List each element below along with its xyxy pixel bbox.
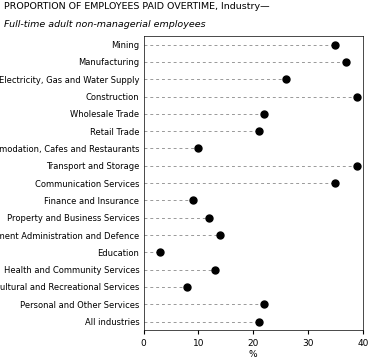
- Point: [212, 267, 218, 272]
- Point: [283, 76, 289, 82]
- Point: [256, 128, 262, 134]
- Point: [256, 319, 262, 325]
- Point: [333, 42, 339, 47]
- Point: [195, 146, 201, 151]
- Point: [184, 284, 191, 290]
- Text: Full-time adult non-managerial employees: Full-time adult non-managerial employees: [4, 20, 205, 29]
- Point: [343, 59, 349, 65]
- Point: [333, 180, 339, 186]
- Point: [354, 163, 360, 169]
- Point: [217, 232, 223, 238]
- Point: [206, 215, 212, 220]
- Point: [190, 197, 196, 203]
- Point: [354, 94, 360, 99]
- Point: [261, 302, 267, 307]
- Text: PROPORTION OF EMPLOYEES PAID OVERTIME, Industry—: PROPORTION OF EMPLOYEES PAID OVERTIME, I…: [4, 2, 270, 11]
- X-axis label: %: %: [249, 350, 257, 359]
- Point: [261, 111, 267, 117]
- Point: [157, 250, 163, 255]
